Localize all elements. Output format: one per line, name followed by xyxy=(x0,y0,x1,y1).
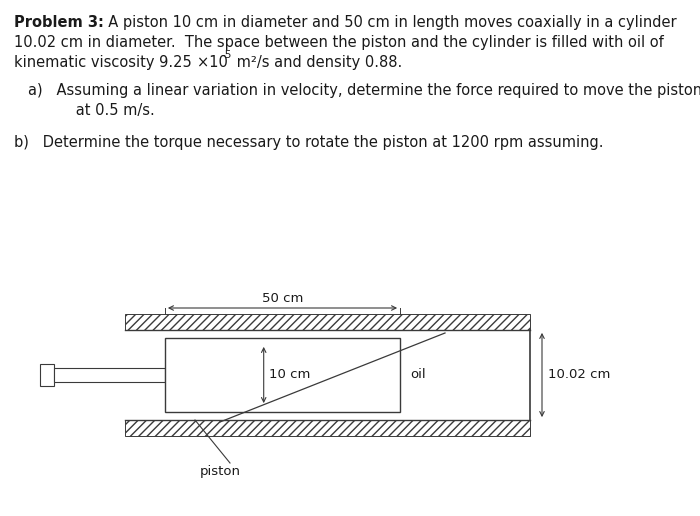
Bar xyxy=(125,420,530,436)
Bar xyxy=(40,364,54,386)
Bar xyxy=(165,338,400,412)
Text: 10.02 cm in diameter.  The space between the piston and the cylinder is filled w: 10.02 cm in diameter. The space between … xyxy=(14,35,664,50)
Text: A piston 10 cm in diameter and 50 cm in length moves coaxially in a cylinder: A piston 10 cm in diameter and 50 cm in … xyxy=(99,15,677,30)
Text: a)   Assuming a linear variation in velocity, determine the force required to mo: a) Assuming a linear variation in veloci… xyxy=(28,83,700,98)
Text: at 0.5 m/s.: at 0.5 m/s. xyxy=(48,103,155,118)
Text: ×10: ×10 xyxy=(197,55,228,70)
Text: b)   Determine the torque necessary to rotate the piston at 1200 rpm assuming.: b) Determine the torque necessary to rot… xyxy=(14,135,603,150)
Text: 50 cm: 50 cm xyxy=(262,292,303,305)
Text: 10 cm: 10 cm xyxy=(269,368,310,381)
Text: kinematic viscosity 9.25: kinematic viscosity 9.25 xyxy=(14,55,192,70)
Text: piston: piston xyxy=(199,465,241,478)
Bar xyxy=(54,368,165,382)
Text: m²/s and density 0.88.: m²/s and density 0.88. xyxy=(232,55,402,70)
Bar xyxy=(125,314,530,330)
Text: -5: -5 xyxy=(222,50,232,60)
Text: 10.02 cm: 10.02 cm xyxy=(548,368,610,381)
Text: Problem 3:: Problem 3: xyxy=(14,15,104,30)
Text: oil: oil xyxy=(410,368,426,381)
